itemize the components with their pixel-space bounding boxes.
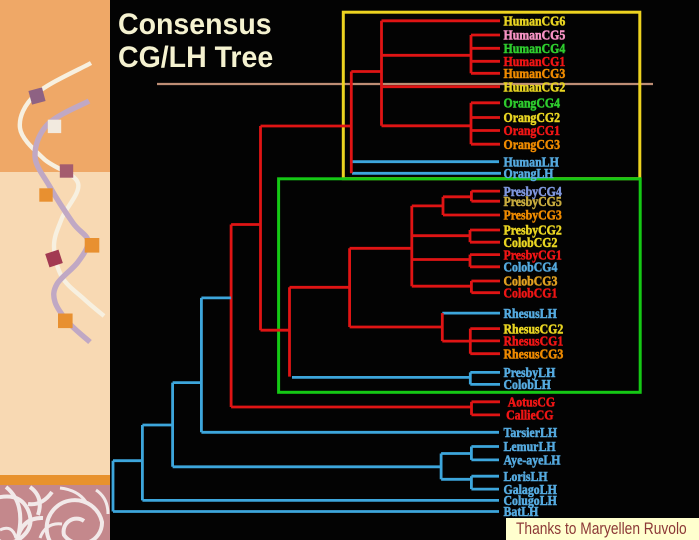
svg-text:OrangLH: OrangLH <box>504 167 554 182</box>
svg-text:OrangCG2: OrangCG2 <box>504 111 561 126</box>
svg-text:PresbyCG5: PresbyCG5 <box>504 195 562 210</box>
svg-text:PresbyCG2: PresbyCG2 <box>504 224 562 239</box>
svg-text:PresbyLH: PresbyLH <box>504 366 556 381</box>
svg-text:HumanLH: HumanLH <box>504 155 559 170</box>
svg-text:HumanCG4: HumanCG4 <box>504 42 566 57</box>
svg-text:ColobCG2: ColobCG2 <box>504 236 558 251</box>
svg-text:RhesusCG1: RhesusCG1 <box>504 335 564 350</box>
svg-text:OrangCG3: OrangCG3 <box>504 138 561 153</box>
svg-text:HumanCG6: HumanCG6 <box>504 15 566 30</box>
svg-text:HumanCG1: HumanCG1 <box>504 55 566 70</box>
svg-text:OrangCG1: OrangCG1 <box>504 124 561 139</box>
svg-text:PresbyCG4: PresbyCG4 <box>504 185 562 200</box>
svg-text:OrangCG4: OrangCG4 <box>504 97 561 112</box>
svg-text:Aye-ayeLH: Aye-ayeLH <box>504 454 561 469</box>
svg-text:BatLH: BatLH <box>504 505 539 520</box>
svg-text:TarsierLH: TarsierLH <box>504 426 558 441</box>
svg-text:ColobCG4: ColobCG4 <box>504 261 558 276</box>
svg-text:ColobCG3: ColobCG3 <box>504 275 558 290</box>
svg-text:RhesusCG3: RhesusCG3 <box>504 347 564 362</box>
svg-text:HumanCG2: HumanCG2 <box>504 80 566 95</box>
svg-text:RhesusCG2: RhesusCG2 <box>504 322 564 337</box>
svg-text:LemurLH: LemurLH <box>504 440 556 455</box>
svg-text:ColobCG1: ColobCG1 <box>504 286 558 301</box>
svg-text:HumanCG5: HumanCG5 <box>504 29 566 44</box>
svg-text:ColobLH: ColobLH <box>504 378 551 393</box>
svg-text:ColugoLH: ColugoLH <box>504 494 557 509</box>
svg-text:CallieCG: CallieCG <box>506 409 553 424</box>
svg-text:PresbyCG3: PresbyCG3 <box>504 209 562 224</box>
svg-text:AotusCG: AotusCG <box>508 396 555 411</box>
svg-text:GalagoLH: GalagoLH <box>504 483 557 498</box>
svg-text:PresbyCG1: PresbyCG1 <box>504 248 562 263</box>
svg-text:LorisLH: LorisLH <box>504 470 548 485</box>
svg-text:RhesusLH: RhesusLH <box>504 307 557 322</box>
svg-text:HumanCG3: HumanCG3 <box>504 67 566 82</box>
